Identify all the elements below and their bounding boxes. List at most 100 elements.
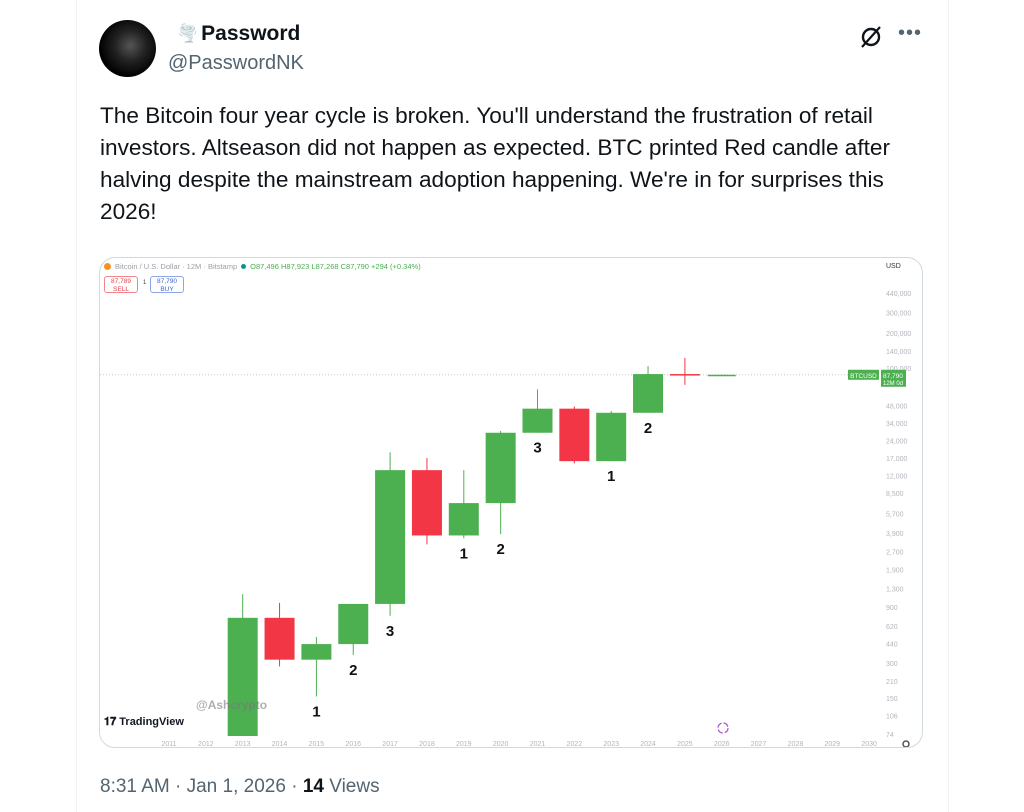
sell-price: 87,789 bbox=[111, 278, 131, 285]
y-tick-label: 34,000 bbox=[886, 421, 908, 428]
candle-2014 bbox=[264, 617, 295, 660]
x-tick-label: 2026 bbox=[714, 741, 730, 748]
y-tick-label: 900 bbox=[886, 605, 898, 612]
y-tick-label: 3,900 bbox=[886, 531, 904, 538]
ohlc-values: O87,496 H87,923 L87,268 C87,790 +294 (+0… bbox=[250, 262, 421, 271]
candle-2015 bbox=[301, 644, 332, 660]
countdown: 12M 0d bbox=[883, 381, 903, 387]
cycle-label: 2 bbox=[496, 541, 504, 558]
x-tick-label: 2025 bbox=[677, 741, 693, 748]
y-tick-label: 12,000 bbox=[886, 474, 908, 481]
x-tick-label: 2018 bbox=[419, 741, 435, 748]
x-tick-label: 2014 bbox=[272, 741, 288, 748]
replay-icon bbox=[717, 722, 729, 734]
cycle-label: 1 bbox=[312, 703, 320, 720]
cycle-label: 1 bbox=[607, 468, 615, 485]
tradingview-logo: 𝟏𝟕 TradingView bbox=[104, 716, 184, 729]
market-status-icon bbox=[241, 264, 247, 269]
cycle-label: 1 bbox=[460, 545, 468, 562]
x-tick-label: 2024 bbox=[640, 741, 656, 748]
tweet-time[interactable]: 8:31 AM bbox=[100, 776, 170, 797]
x-tick-label: 2021 bbox=[530, 741, 546, 748]
y-tick-label: 440,000 bbox=[886, 291, 911, 298]
tweet-meta: 8:31 AM · Jan 1, 2026 · 14 Views bbox=[100, 776, 380, 798]
candle-2019 bbox=[448, 503, 479, 536]
x-tick-label: 2016 bbox=[345, 741, 361, 748]
y-tick-label: 106 bbox=[886, 714, 898, 721]
candle-2026 bbox=[707, 374, 736, 377]
symbol-tag: BTCUSD bbox=[850, 373, 877, 380]
y-tick-label: 8,500 bbox=[886, 491, 904, 498]
y-tick-label: 2,700 bbox=[886, 549, 904, 556]
timeline-border-left bbox=[76, 0, 77, 812]
x-tick-label: 2013 bbox=[235, 741, 251, 748]
candle-2018 bbox=[411, 470, 442, 536]
y-tick-label: 5,700 bbox=[886, 512, 904, 519]
currency-label: USD bbox=[886, 263, 901, 270]
y-tick-label: 300 bbox=[886, 661, 898, 668]
candle-2022 bbox=[559, 408, 590, 462]
x-tick-label: 2019 bbox=[456, 741, 472, 748]
tweet-text: The Bitcoin four year cycle is broken. Y… bbox=[100, 103, 891, 224]
tradingview-icon: 𝟏𝟕 bbox=[104, 716, 120, 728]
x-tick-label: 2012 bbox=[198, 741, 214, 748]
candle-2025 bbox=[669, 374, 700, 376]
x-tick-label: 2015 bbox=[309, 741, 325, 748]
tornado-emoji-icon: 🌪️ bbox=[177, 24, 199, 43]
buy-label: BUY bbox=[160, 286, 174, 293]
candle-2023 bbox=[596, 412, 627, 462]
candle-2024 bbox=[633, 374, 664, 413]
avatar[interactable] bbox=[99, 20, 156, 77]
settings-icon bbox=[902, 740, 910, 747]
cycle-label: 2 bbox=[349, 662, 357, 679]
x-tick-label: 2011 bbox=[161, 741, 176, 748]
cycle-label: 3 bbox=[533, 440, 541, 457]
x-tick-label: 2029 bbox=[825, 741, 841, 748]
y-tick-label: 300,000 bbox=[886, 310, 911, 317]
bitcoin-logo-icon bbox=[104, 263, 111, 270]
candle-2016 bbox=[338, 603, 369, 645]
separator: · bbox=[175, 776, 182, 797]
grok-icon[interactable] bbox=[858, 24, 884, 50]
x-tick-label: 2023 bbox=[603, 741, 619, 748]
cycle-label: 2 bbox=[644, 420, 652, 437]
chart-image[interactable]: 1 2 3 1 2 3 1 2 440,000 300,000 200,000 140,000 100,… bbox=[99, 257, 923, 748]
sell-button[interactable]: 87,789 SELL bbox=[104, 276, 138, 293]
buy-button[interactable]: 87,790 BUY bbox=[150, 276, 184, 293]
symbol-title: Bitcoin / U.S. Dollar · 12M · Bitstamp bbox=[115, 262, 238, 271]
x-tick-label: 2027 bbox=[751, 741, 767, 748]
author-name[interactable]: 🌪️ Password bbox=[177, 22, 300, 46]
x-tick-label: 2020 bbox=[493, 741, 509, 748]
x-tick-label: 2022 bbox=[567, 741, 583, 748]
symbol-tag-bg bbox=[848, 369, 879, 380]
y-tick-label: 440 bbox=[886, 642, 898, 649]
y-tick-label: 48,000 bbox=[886, 403, 908, 410]
x-tick-label: 2017 bbox=[382, 741, 398, 748]
cycle-label: 3 bbox=[386, 623, 394, 640]
last-price-tag-bg bbox=[881, 369, 906, 387]
symbol-header: Bitcoin / U.S. Dollar · 12M · Bitstamp O… bbox=[104, 262, 421, 271]
tweet-date[interactable]: Jan 1, 2026 bbox=[186, 776, 286, 797]
timeline-border-right bbox=[948, 0, 949, 812]
candlestick-chart: 1 2 3 1 2 3 1 2 440,000 300,000 200,000 140,000 100,… bbox=[100, 291, 911, 748]
candle-2017 bbox=[375, 470, 406, 604]
y-tick-label: 140,000 bbox=[886, 349, 911, 356]
sell-label: SELL bbox=[113, 286, 129, 293]
author-name-text: Password bbox=[201, 22, 301, 45]
buy-price: 87,790 bbox=[157, 278, 177, 285]
y-tick-label: 210 bbox=[886, 679, 898, 686]
y-tick-label: 100,000 bbox=[886, 366, 911, 373]
more-options-icon[interactable]: ••• bbox=[898, 22, 923, 44]
watermark: @Ashcrypto bbox=[196, 698, 268, 712]
y-tick-label: 1,300 bbox=[886, 587, 904, 594]
candle-2021 bbox=[522, 408, 553, 433]
y-tick-label: 200,000 bbox=[886, 331, 911, 338]
views-label: Views bbox=[329, 776, 380, 797]
tradingview-brand: TradingView bbox=[119, 716, 184, 728]
spread: 1 bbox=[143, 280, 147, 286]
author-handle[interactable]: @PasswordNK bbox=[168, 52, 304, 74]
separator: · bbox=[291, 776, 298, 797]
last-price: 87,790 bbox=[883, 373, 903, 380]
x-tick-label: 2030 bbox=[861, 741, 877, 748]
y-tick-label: 17,000 bbox=[886, 456, 908, 463]
